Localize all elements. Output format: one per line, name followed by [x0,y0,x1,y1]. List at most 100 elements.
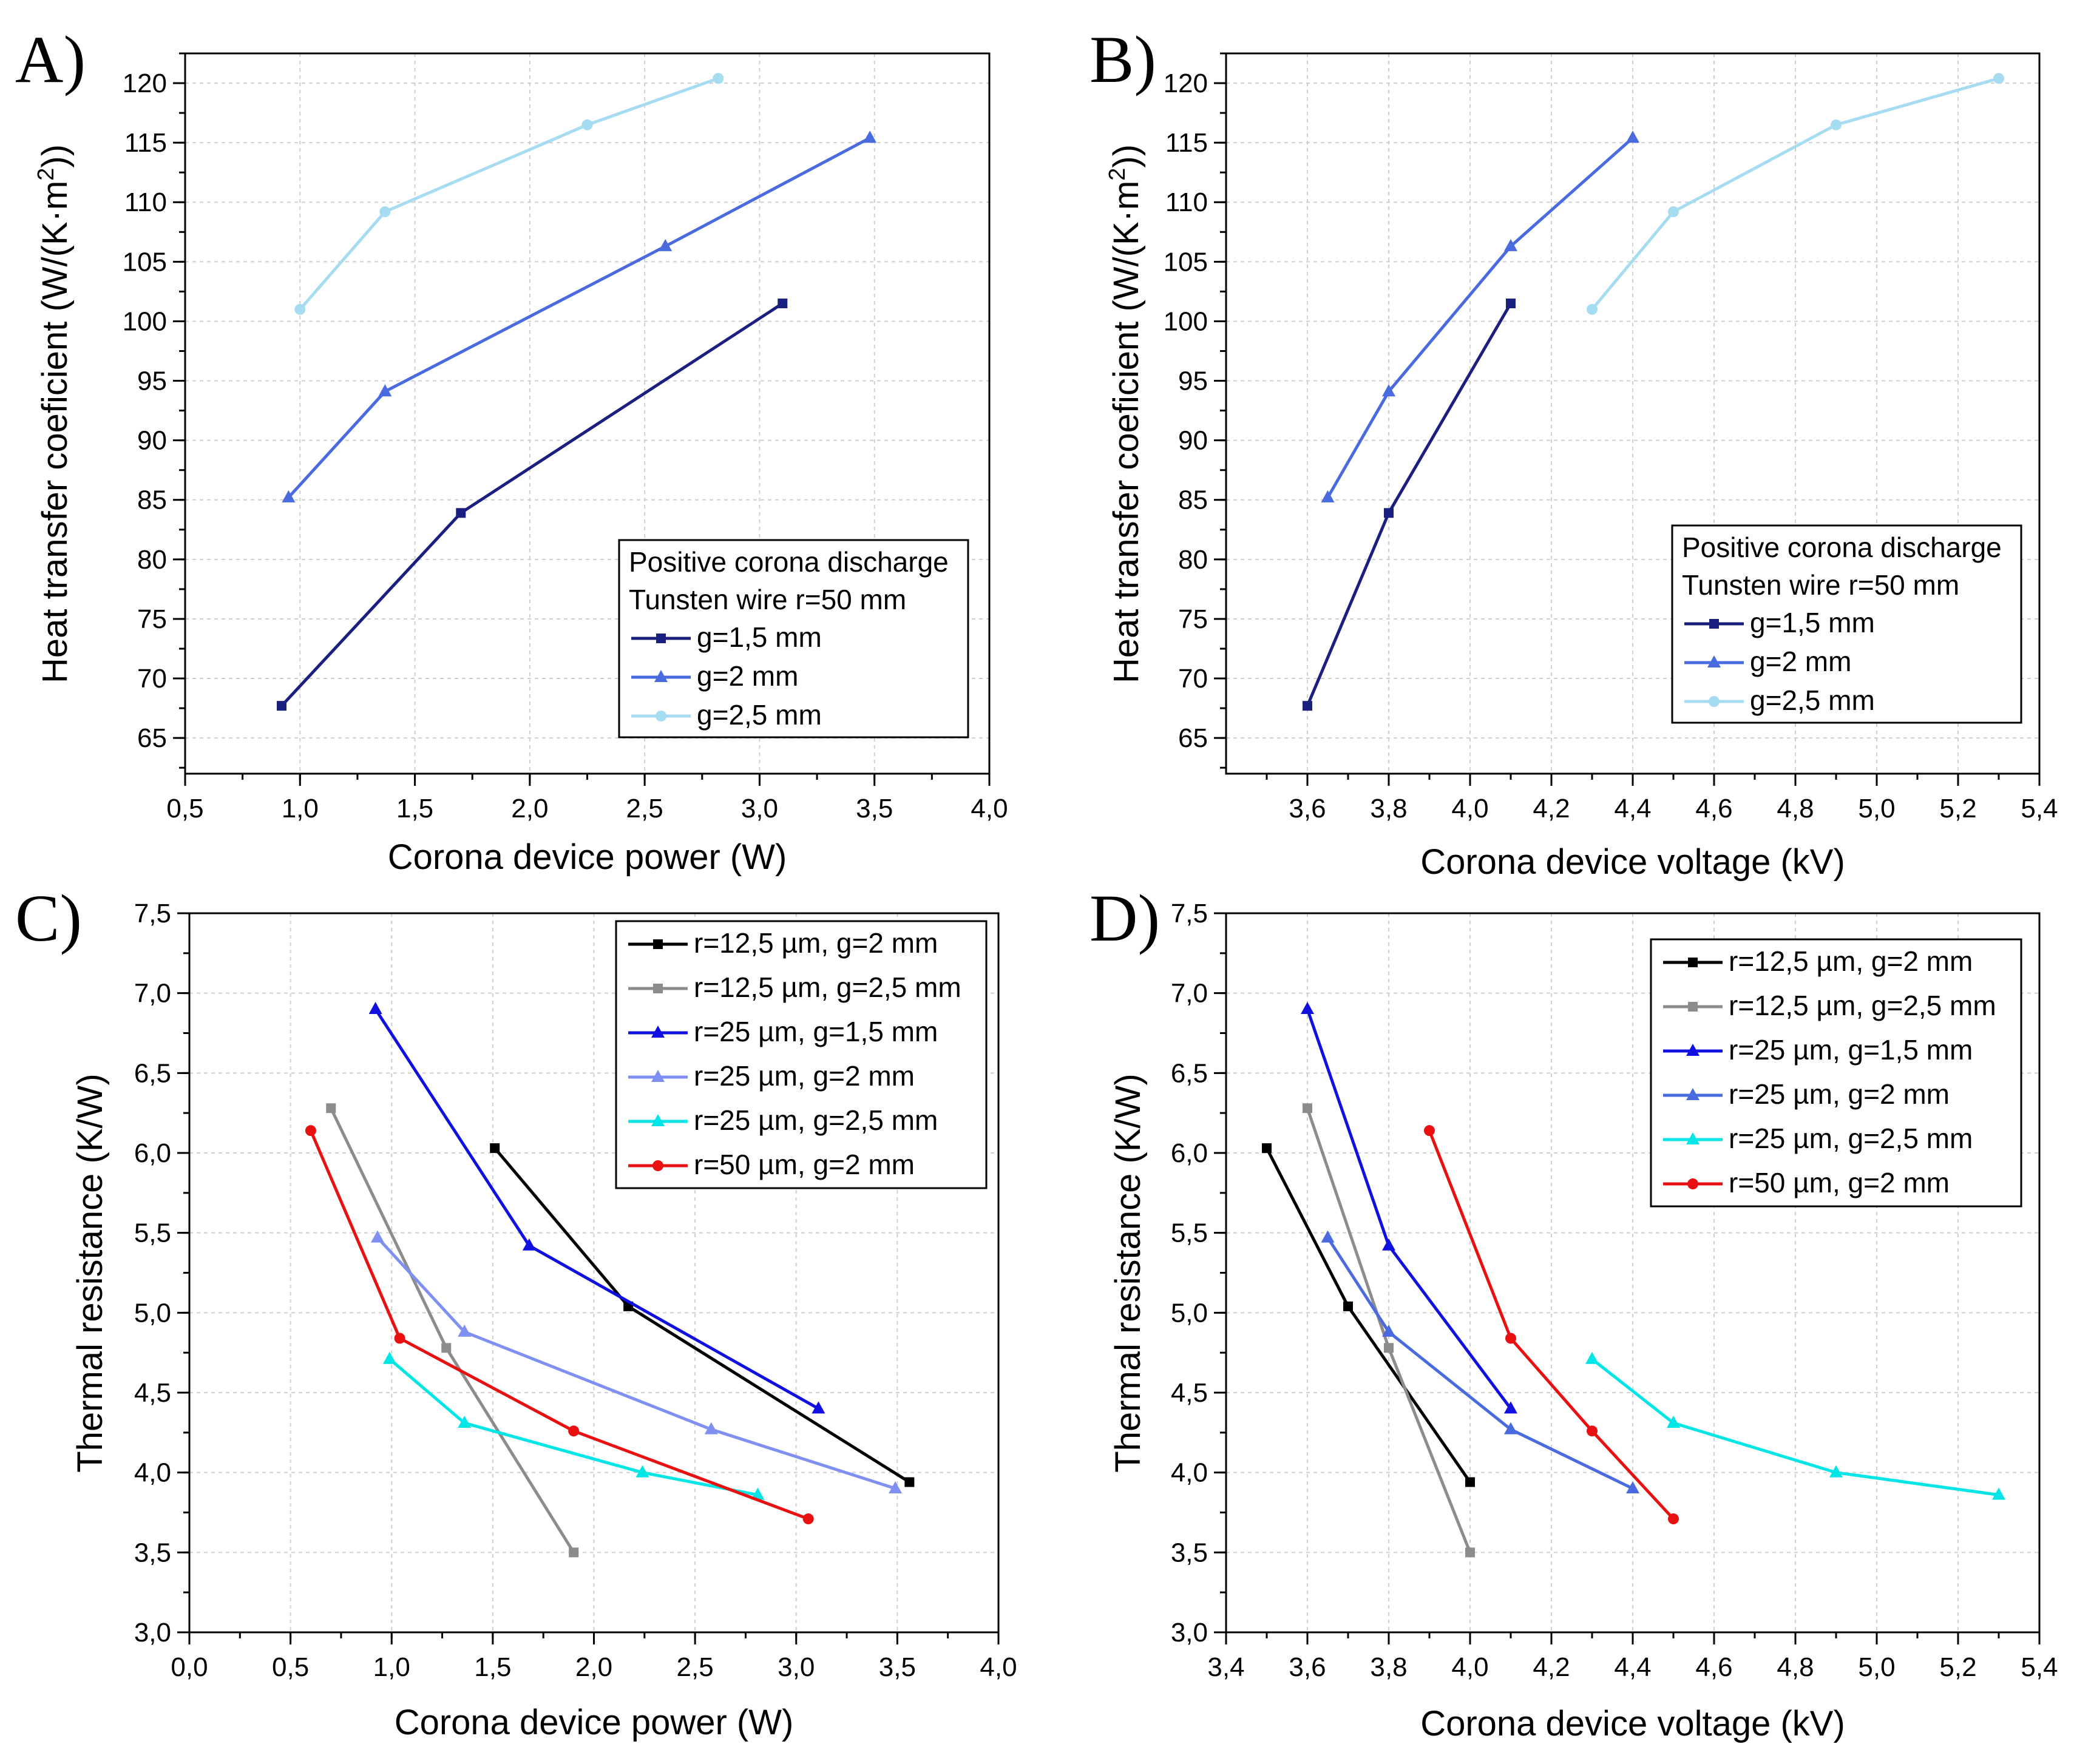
legend-swatch-marker [1688,1002,1698,1012]
y-tick-label: 110 [124,188,167,217]
x-tick-label: 2,0 [575,1652,612,1682]
legend-entry: r=25 µm, g=2 mm [694,1060,915,1092]
legend-entry: r=12,5 µm, g=2,5 mm [694,972,961,1003]
panel-label: B) [1090,22,1156,96]
legend-swatch-marker [1709,696,1720,707]
data-point [277,701,286,711]
y-tick-label: 95 [137,367,167,396]
panel-label: C) [15,881,82,955]
data-point [802,1513,814,1525]
series-line [330,1107,575,1553]
y-tick-label: 7,5 [1171,899,1208,928]
y-tick-label: 85 [137,485,167,515]
data-point [1626,130,1639,143]
x-tick-label: 0,0 [171,1652,208,1682]
series-line [493,1147,910,1484]
y-axis-title-main: Thermal resistance (K/W) [70,1073,110,1472]
data-point [1831,119,1842,130]
series-2 [1321,130,1639,502]
data-point [458,1324,472,1337]
x-tick-label: 4,6 [1695,794,1732,823]
data-point [1301,1002,1314,1014]
legend-entry: r=25 µm, g=2,5 mm [1729,1123,1973,1154]
data-point [1382,384,1395,397]
legend-entry: r=25 µm, g=1,5 mm [1729,1034,1973,1066]
data-point [1504,1422,1517,1435]
series-3 [1587,73,2004,315]
data-point [1585,1351,1599,1364]
y-tick-label: 3,5 [134,1538,171,1567]
x-tick-label: 3,0 [741,794,778,823]
x-tick-label: 0,5 [166,794,203,823]
legend-entry: g=2,5 mm [697,699,822,731]
data-point [812,1401,825,1414]
data-point [568,1425,580,1437]
legend-swatch-marker [1686,1088,1700,1100]
series-3 [368,1002,825,1414]
y-tick-label: 70 [1178,664,1208,694]
y-tick-label: 120 [123,69,167,98]
x-tick-label: 4,0 [1451,794,1488,823]
x-tick-label: 5,0 [1858,794,1895,823]
x-tick-label: 4,0 [971,794,1008,823]
data-point [1587,303,1598,315]
legend-entry: g=2 mm [1750,646,1851,677]
data-point [1424,1125,1435,1137]
legend: Positive corona discharge Tunsten wire r=… [1671,524,2022,724]
data-point [1506,299,1516,309]
x-tick-label: 5,0 [1858,1652,1895,1682]
y-tick-label: 115 [1165,128,1208,158]
legend-swatch-marker [1687,1178,1698,1189]
y-tick-label: 4,5 [1171,1378,1208,1408]
data-point [382,1351,396,1364]
data-point [1384,1343,1394,1353]
series-5 [382,1351,765,1500]
y-tick-label: 7,5 [134,899,171,928]
x-tick-label: 3,4 [1207,1652,1244,1682]
legend: Positive corona discharge Tunsten wire r=… [618,539,969,738]
y-tick-label: 4,0 [134,1458,171,1488]
legend: r=12,5 µm, g=2 mm r=12,5 µm, g=2,5 mm r=25… [615,920,988,1189]
legend-title: Positive corona discharge [1682,532,2002,563]
data-point [635,1465,649,1478]
x-tick-label: 5,2 [1939,794,1976,823]
y-tick-label: 6,5 [1171,1058,1208,1088]
y-axis-title-superscript: 2 [1105,168,1130,181]
x-tick-label: 3,6 [1289,794,1326,823]
x-tick-label: 4,2 [1533,1652,1570,1682]
data-point [1668,1513,1679,1525]
y-axis-title-main: Thermal resistance (K/W) [1108,1073,1148,1472]
data-point [1382,1324,1395,1337]
x-tick-label: 2,0 [511,794,548,823]
y-tick-label: 90 [137,426,167,456]
legend-entry: r=25 µm, g=2 mm [1729,1078,1950,1110]
data-point [368,1002,382,1014]
data-point [704,1422,718,1435]
data-point [1343,1301,1353,1311]
series-3 [294,73,724,315]
data-point [1384,508,1394,518]
data-point [569,1547,579,1558]
y-tick-label: 5,5 [1171,1218,1208,1248]
y-tick-label: 80 [1178,545,1208,575]
data-point [456,508,466,518]
legend-swatch-marker [653,984,663,993]
x-tick-label: 4,8 [1777,1652,1814,1682]
series-4 [1321,1230,1639,1493]
legend-swatch-marker [651,1114,665,1126]
legend-swatch-marker [652,1160,663,1171]
data-point [1321,490,1335,502]
legend-entry: r=25 µm, g=2,5 mm [694,1104,938,1136]
legend-swatch-marker [656,634,666,643]
chart-panel-c: 0,0 0,5 1,0 1,5 2,0 2,5 3,0 3,5 4,0 3,0 3,5 4,0 4,5 5… [15,881,1017,1742]
legend-swatch-marker [651,1026,665,1038]
y-tick-label: 100 [1164,306,1208,336]
series-line [1306,302,1513,707]
series-1 [490,1143,915,1487]
series-line [309,1130,809,1521]
legend-swatch-marker [1688,958,1698,967]
y-axis-title-superscript: 2 [33,168,59,181]
y-tick-label: 115 [124,128,167,158]
legend-swatch-marker [1707,655,1721,667]
legend-entry: g=2,5 mm [1750,684,1875,716]
